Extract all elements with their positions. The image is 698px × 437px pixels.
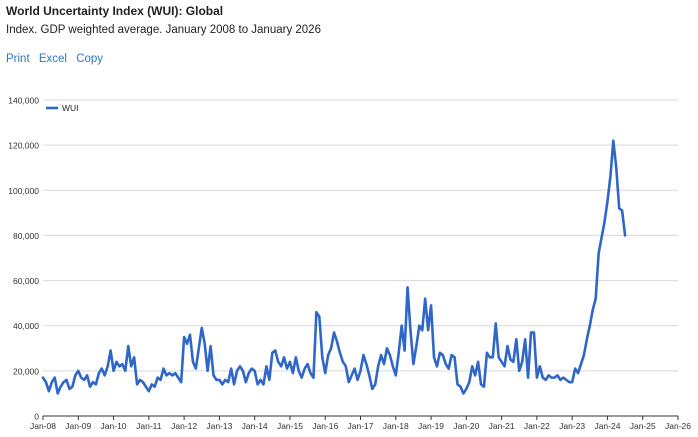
y-tick-label: 40,000 <box>13 321 39 331</box>
x-tick-label: Jan-17 <box>348 421 374 431</box>
y-tick-label: 140,000 <box>8 96 39 106</box>
x-tick-label: Jan-26 <box>665 421 691 431</box>
x-tick-label: Jan-15 <box>277 421 303 431</box>
x-tick-label: Jan-14 <box>242 421 268 431</box>
x-tick-label: Jan-24 <box>594 421 620 431</box>
chart-actions: Print Excel Copy <box>6 53 109 65</box>
copy-link[interactable]: Copy <box>76 53 104 65</box>
y-tick-label: 60,000 <box>13 276 39 286</box>
x-tick-label: Jan-23 <box>559 421 585 431</box>
x-tick-label: Jan-16 <box>312 421 338 431</box>
y-tick-label: 100,000 <box>8 186 39 196</box>
x-tick-label: Jan-09 <box>65 421 91 431</box>
x-tick-label: Jan-19 <box>418 421 444 431</box>
wui-series-line <box>41 139 627 395</box>
x-tick-label: Jan-21 <box>489 421 515 431</box>
print-link[interactable]: Print <box>6 53 30 65</box>
x-tick-label: Jan-22 <box>524 421 550 431</box>
x-tick-label: Jan-12 <box>171 421 197 431</box>
page-subtitle: Index. GDP weighted average. January 200… <box>6 24 321 36</box>
page-title: World Uncertainty Index (WUI): Global <box>6 4 224 18</box>
x-tick-label: Jan-20 <box>453 421 479 431</box>
y-tick-label: 120,000 <box>8 141 39 151</box>
x-tick-label: Jan-10 <box>101 421 127 431</box>
legend-label: WUI <box>62 103 79 113</box>
excel-link[interactable]: Excel <box>38 53 67 65</box>
x-tick-label: Jan-25 <box>630 421 656 431</box>
x-tick-label: Jan-18 <box>383 421 409 431</box>
x-tick-label: Jan-13 <box>206 421 232 431</box>
x-tick-label: Jan-08 <box>30 421 56 431</box>
y-tick-label: 20,000 <box>13 366 39 376</box>
y-tick-label: 80,000 <box>13 231 39 241</box>
y-tick-label: 0 <box>34 412 39 422</box>
x-tick-label: Jan-11 <box>136 421 162 431</box>
